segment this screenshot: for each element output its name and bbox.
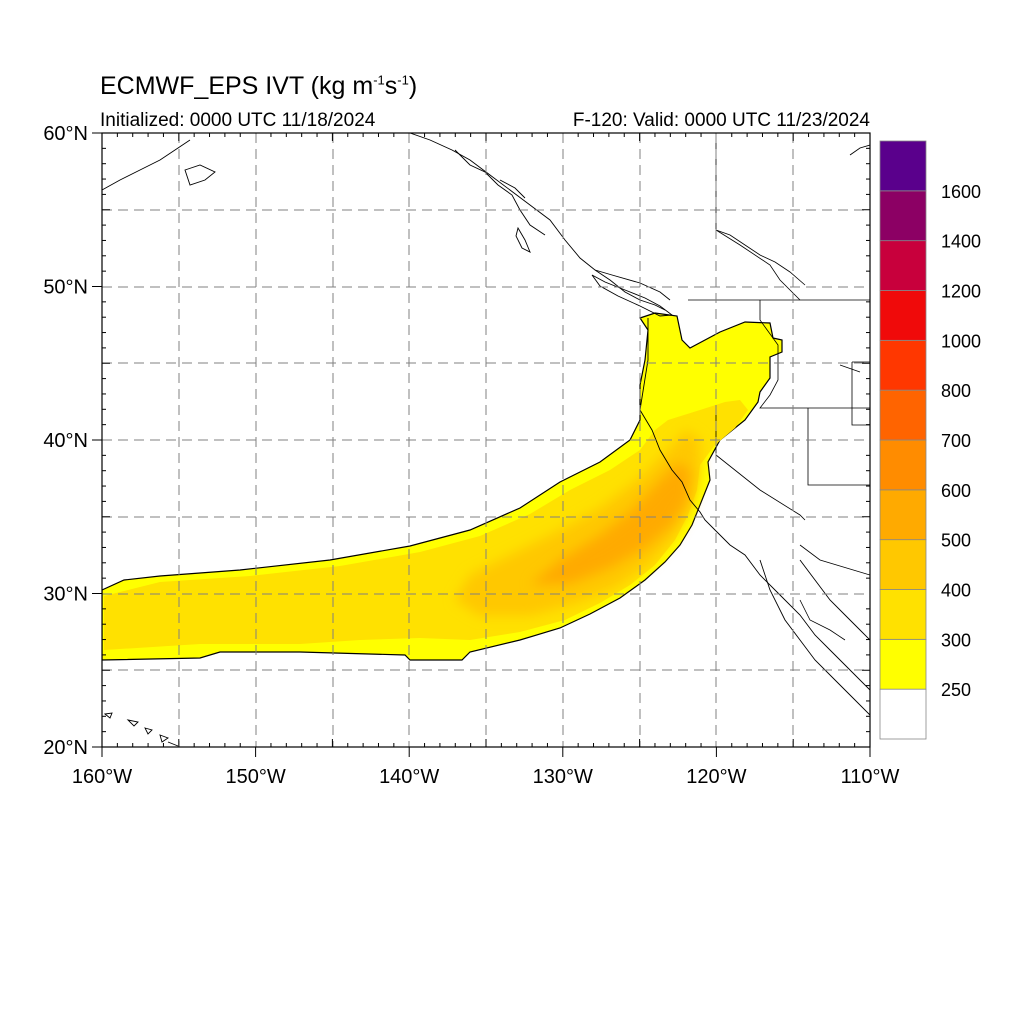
colorbar-label: 1000	[941, 331, 981, 351]
gridlines	[102, 133, 870, 747]
colorbar-box	[879, 439, 927, 491]
colorbar-box	[879, 190, 927, 242]
lat-label: 50°N	[43, 277, 88, 299]
lon-label: 160°W	[72, 766, 132, 788]
colorbar-box	[879, 339, 927, 391]
colorbar-label: 700	[941, 431, 971, 451]
colorbar: 250 300 400 500 600 700 800 1000 1200 1400 1600	[879, 140, 981, 740]
lon-label: 120°W	[686, 766, 746, 788]
ivt-plume-400	[455, 430, 700, 616]
colorbar-label: 800	[941, 381, 971, 401]
chart-title: ECMWF_EPS IVT (kg m-1s-1)	[100, 72, 418, 100]
lon-label: 110°W	[841, 766, 900, 788]
axis-ticks	[92, 132, 871, 757]
lon-label: 130°W	[533, 766, 593, 788]
longitude-labels: 160°W 150°W 140°W 130°W 120°W 110°W	[72, 766, 900, 788]
colorbar-box	[879, 688, 927, 740]
colorbar-label: 1400	[941, 232, 981, 252]
initialized-label: Initialized: 0000 UTC 11/18/2024	[100, 110, 376, 131]
valid-time-label: F-120: Valid: 0000 UTC 11/23/2024	[572, 110, 870, 131]
colorbar-box	[879, 489, 927, 541]
colorbar-label: 600	[941, 481, 971, 501]
colorbar-label: 1600	[941, 182, 981, 202]
colorbar-label: 1200	[941, 282, 981, 302]
lon-label: 150°W	[225, 766, 285, 788]
colorbar-box	[879, 389, 927, 441]
colorbar-box	[879, 589, 927, 640]
colorbar-box	[879, 290, 927, 341]
colorbar-label: 250	[941, 680, 971, 700]
colorbar-box	[879, 638, 927, 690]
colorbar-label: 500	[941, 531, 971, 551]
lat-label: 20°N	[43, 737, 88, 759]
lon-label: 140°W	[379, 766, 439, 788]
lat-label: 40°N	[43, 430, 88, 452]
colorbar-label: 300	[941, 630, 971, 650]
colorbar-box	[879, 539, 927, 590]
lat-label: 60°N	[43, 123, 88, 145]
colorbar-box	[879, 140, 927, 192]
ivt-plume-500	[530, 462, 690, 585]
lat-label: 30°N	[43, 584, 88, 606]
latitude-labels: 20°N 30°N 40°N 50°N 60°N	[43, 123, 88, 759]
colorbar-label: 400	[941, 581, 971, 601]
colorbar-box	[879, 240, 927, 291]
